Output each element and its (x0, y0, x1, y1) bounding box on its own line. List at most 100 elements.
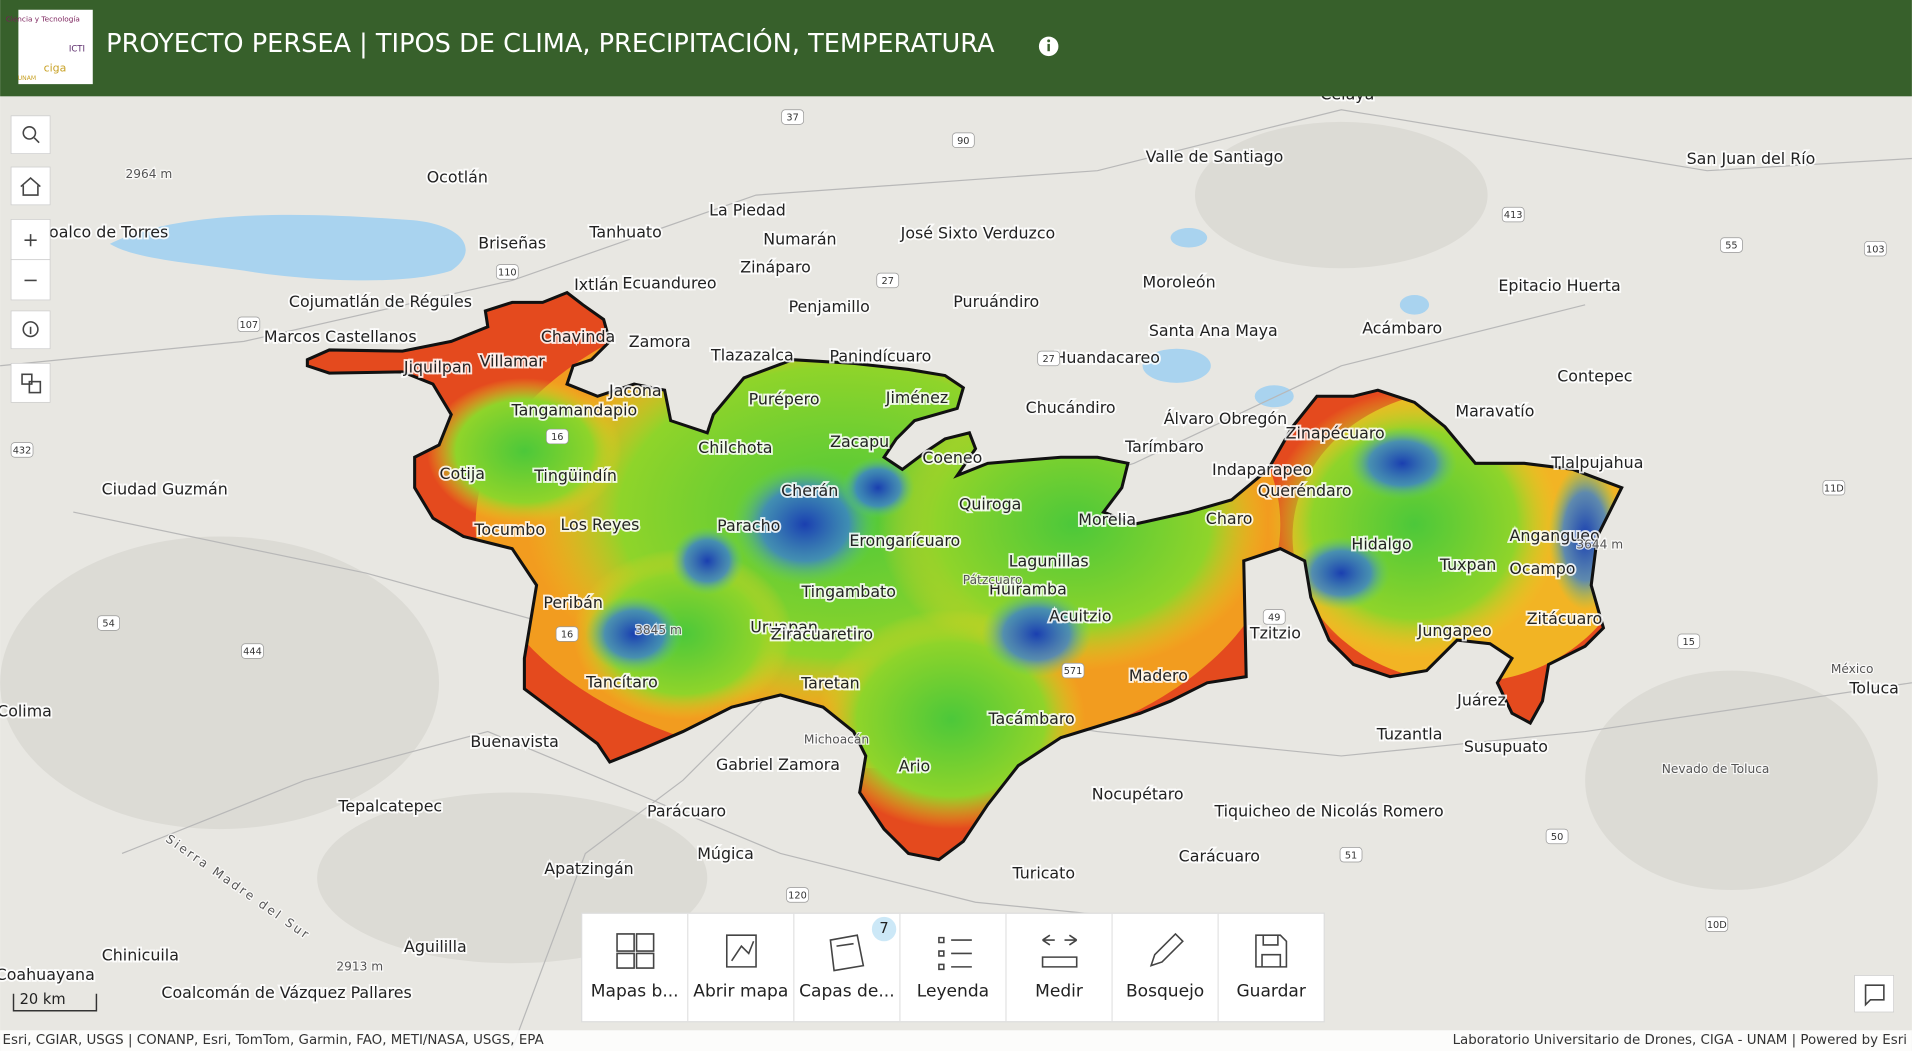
header (0, 0, 1912, 97)
toolbar-label: Abrir mapa (693, 981, 788, 1001)
info-button[interactable] (1038, 36, 1059, 57)
place-label: Maravatío (1455, 402, 1534, 421)
place-label: Quiroga (959, 494, 1022, 513)
place-label: Susupuato (1464, 737, 1548, 756)
place-label: Zacoalco de Torres (20, 222, 168, 241)
logo-text: Ciencia y Tecnología (6, 15, 80, 24)
place-label: Ciudad Guzmán (102, 480, 228, 499)
place-label: Cotija (439, 464, 484, 483)
details-button[interactable] (1854, 975, 1894, 1013)
toolbar-button[interactable]: Guardar (1217, 913, 1307, 1022)
badge (871, 916, 897, 942)
app-title: PROYECTO PERSEA | TIPOS DE CLIMA, PRECIP… (106, 28, 995, 59)
place-label: Charo (1206, 509, 1253, 528)
route-label: 27 (882, 276, 894, 287)
route-label: 16 (561, 630, 573, 641)
route-shield (1705, 916, 1729, 932)
route-label: 90 (957, 136, 969, 147)
place-label: Jacona (608, 381, 662, 400)
toolbar-button[interactable]: Bosquejo (1111, 913, 1204, 1022)
toolbar-icon (1149, 932, 1184, 967)
toolbar-button[interactable]: Abrir mapa (687, 913, 789, 1022)
place-label: Tuxpan (1439, 555, 1497, 574)
elevation-label: 2913 m (336, 959, 383, 973)
attribution-right: Laboratorio Universitario de Drones, CIG… (1453, 1033, 1907, 1048)
about-button[interactable] (10, 310, 51, 350)
place-label: Jiquilpan (403, 358, 472, 377)
place-label: Huiramba (989, 580, 1067, 599)
toolbar-icon (1255, 934, 1288, 968)
route-label: 37 (786, 113, 798, 124)
toolbar-icon (829, 934, 865, 972)
place-label: Taretan (800, 674, 860, 693)
route-shield (1545, 828, 1569, 845)
toolbar-label: Medir (1035, 981, 1084, 1001)
place-label: Chavinda (541, 327, 615, 346)
attribution-left: Esri, CGIAR, USGS | CONANP, Esri, TomTom… (3, 1033, 545, 1048)
place-label: Colima (0, 702, 52, 721)
place-label: Coahuayana (0, 965, 95, 984)
toolbar-button[interactable]: Medir (1005, 913, 1084, 1022)
logo-text: ciga (44, 61, 67, 74)
lakes (109, 214, 1430, 408)
place-label: Ziracuaretiro (771, 625, 873, 644)
toolbar-button[interactable]: Mapas b... (591, 933, 679, 1001)
route-label: 413 (1504, 210, 1523, 221)
badge-count: 7 (879, 920, 888, 937)
route-label: 51 (1345, 850, 1357, 861)
route-shield (1037, 350, 1061, 367)
place-label: Ocotlán (427, 168, 488, 187)
place-label: Cojumatlán de Régules (289, 292, 472, 311)
place-label: Villamar (480, 352, 546, 371)
place-label: Numarán (763, 230, 836, 249)
place-label: Indaparapeo (1212, 460, 1312, 479)
place-label: Purépero (749, 389, 820, 408)
route-shield (1677, 633, 1701, 650)
home-button[interactable] (10, 166, 51, 206)
place-label: Chinicuila (102, 945, 179, 964)
route-label: 571 (1064, 666, 1083, 677)
place-label: Morelia (1078, 510, 1136, 529)
place-label: Chucándiro (1026, 398, 1116, 417)
route-label: 107 (240, 320, 259, 331)
toolbar-icon (725, 934, 757, 968)
place-label: San Juan del Río (1687, 149, 1816, 168)
zoom-out-button[interactable] (10, 259, 51, 301)
route-shield (495, 264, 519, 280)
toolbar-button[interactable]: Capas de... (793, 913, 895, 1022)
route-shield (241, 643, 264, 659)
search-button[interactable] (10, 115, 51, 154)
place-label: Zinapécuaro (1286, 424, 1385, 443)
place-label: Peribán (543, 593, 602, 612)
toolbar-button[interactable]: Leyenda (899, 913, 989, 1022)
route-label: 15 (1683, 637, 1695, 648)
route-shield (786, 887, 809, 903)
toolbar-items: Mapas b... Abrir mapa Capas de... Leyenda Me… (591, 913, 1307, 1022)
place-label: Coeneo (922, 448, 982, 467)
route-label: 444 (243, 647, 262, 658)
region-label: México (1831, 662, 1874, 676)
place-label: Tingambato (800, 582, 896, 601)
route-label: 55 (1725, 241, 1737, 252)
route-shield (1339, 847, 1363, 863)
place-label: Penjamillo (789, 297, 870, 316)
place-label: Turicato (1012, 864, 1076, 883)
place-label: Tarímbaro (1124, 437, 1204, 456)
place-label: Hidalgo (1351, 535, 1411, 554)
map-labels: Ocotlán Zacoalco de Torres Briseñas Tanhuat… (0, 83, 1901, 1004)
place-label: Álvaro Obregón (1164, 409, 1287, 428)
place-label: Tuzantla (1376, 725, 1443, 744)
place-label: Marcos Castellanos (264, 327, 417, 346)
toolbar-icon (616, 933, 655, 969)
zoom-in-button[interactable] (10, 219, 51, 261)
toolbar-label: Guardar (1236, 981, 1306, 1001)
route-shield (10, 442, 34, 458)
place-label: Buenavista (470, 732, 558, 751)
logo-text: UNAM (18, 75, 36, 82)
route-shield (876, 272, 900, 289)
translate-button[interactable] (10, 362, 51, 403)
place-label: Tocumbo (473, 520, 545, 539)
place-label: Erongarícuaro (849, 531, 960, 550)
place-label: Tepalcatepec (337, 797, 442, 816)
